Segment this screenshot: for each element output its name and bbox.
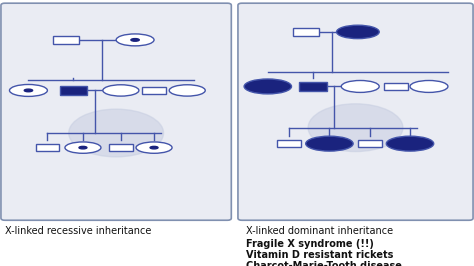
Ellipse shape	[24, 89, 33, 92]
FancyBboxPatch shape	[1, 3, 231, 220]
Ellipse shape	[131, 39, 139, 41]
Text: Vitamin D resistant rickets: Vitamin D resistant rickets	[246, 250, 394, 260]
Ellipse shape	[116, 34, 154, 46]
Text: Charcot-Marie-Tooth disease: Charcot-Marie-Tooth disease	[246, 261, 402, 266]
Ellipse shape	[244, 79, 292, 94]
Ellipse shape	[9, 85, 47, 96]
Bar	[142, 87, 166, 94]
Bar	[293, 28, 319, 36]
Bar	[109, 144, 133, 151]
Bar	[299, 82, 327, 91]
Ellipse shape	[69, 109, 164, 157]
Text: X-linked dominant inheritance: X-linked dominant inheritance	[246, 226, 393, 236]
Ellipse shape	[65, 142, 101, 153]
Bar	[61, 86, 86, 94]
Ellipse shape	[150, 146, 158, 149]
Ellipse shape	[410, 81, 448, 92]
Ellipse shape	[103, 85, 139, 96]
Ellipse shape	[169, 85, 205, 96]
Text: X-linked recessive inheritance: X-linked recessive inheritance	[5, 226, 151, 236]
Bar	[384, 83, 408, 90]
Ellipse shape	[308, 104, 403, 152]
Text: Fragile X syndrome (!!): Fragile X syndrome (!!)	[246, 239, 374, 250]
Ellipse shape	[337, 25, 379, 39]
Ellipse shape	[341, 81, 379, 92]
Ellipse shape	[386, 136, 434, 151]
Ellipse shape	[306, 136, 353, 151]
Bar	[358, 140, 382, 147]
Bar	[277, 140, 301, 147]
Bar	[54, 36, 80, 44]
Ellipse shape	[79, 146, 87, 149]
Ellipse shape	[136, 142, 172, 153]
FancyBboxPatch shape	[238, 3, 473, 220]
Bar	[36, 144, 59, 151]
